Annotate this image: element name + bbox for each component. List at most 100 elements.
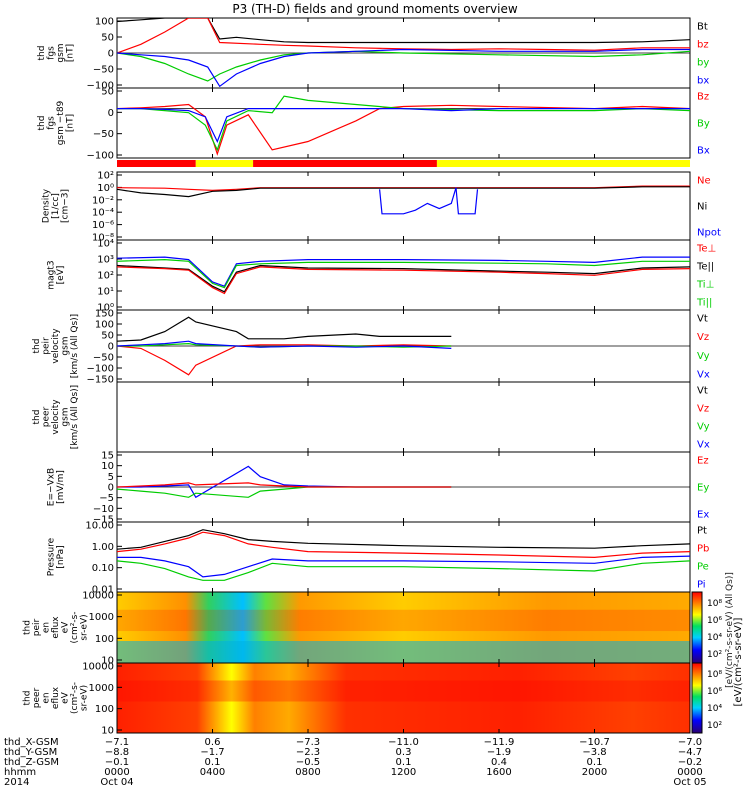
colorbar-overlay-label: [eV/(cm²-s-sr-eV) (All Qs)] — [725, 572, 735, 688]
annotation-value: 0.1 — [587, 757, 603, 768]
y-tick-label: 1.00 — [92, 542, 114, 553]
legend-entry: Ez — [697, 456, 709, 467]
y-axis-label-line: eflux — [51, 616, 61, 639]
y-tick-label: −100 — [87, 151, 114, 162]
y-axis-label-line: [km/s (All Qs)] — [70, 314, 80, 378]
legend-entry: Te|| — [696, 262, 714, 273]
annotation-value: 0400 — [200, 767, 225, 778]
series-line-Npot — [379, 187, 479, 215]
series-line-Ti|| — [117, 256, 690, 287]
colorbar-label: [eV/(cm²-s-sr-eV)] — [733, 617, 744, 706]
series-line-Vt — [117, 316, 452, 342]
legend-entry: By — [697, 119, 710, 130]
annotation-value: 0.3 — [396, 747, 412, 758]
y-axis-label-line: thd — [37, 116, 47, 131]
series-line-bx — [117, 48, 690, 88]
status-segment — [195, 160, 254, 167]
y-tick-label: 1000 — [89, 612, 114, 623]
y-tick-label: 10² — [97, 271, 114, 282]
y-axis-label-line: [1/cc] — [51, 193, 61, 219]
series-line-Bz — [117, 103, 690, 156]
y-axis-label-line: [nPa] — [56, 545, 66, 568]
annotation-value: 0800 — [295, 767, 320, 778]
status-segment — [117, 160, 196, 167]
colorbar-tick-label: 10² — [707, 721, 722, 731]
status-segment — [253, 160, 437, 167]
annotation-row-label: thd_Y-GSM — [4, 747, 57, 758]
legend-entry: bx — [697, 76, 709, 87]
series-line-Ex — [117, 465, 452, 499]
y-tick-label: 50 — [101, 87, 114, 98]
y-tick-label: 10⁴ — [97, 239, 114, 250]
series-line-Ti⊥ — [117, 258, 690, 289]
y-tick-label: 10 — [101, 461, 114, 472]
y-axis-label-line: peir — [32, 618, 42, 636]
y-axis-label-line: thd — [32, 410, 42, 425]
legend-entry: Bx — [697, 146, 710, 157]
y-axis-label-line: thd — [23, 691, 33, 706]
legend-entry: Vy — [697, 422, 710, 433]
y-tick-label: 10⁰ — [97, 303, 114, 314]
annotation-value: 1600 — [486, 767, 511, 778]
series-line-Pi — [117, 555, 690, 578]
legend-entry: Vy — [697, 351, 710, 362]
annotation-value: 1200 — [391, 767, 416, 778]
y-axis-label-line: (cm²-s- — [70, 682, 80, 714]
colorbar-tick-label: 10⁴ — [707, 633, 722, 643]
series-line-Bx — [117, 108, 690, 144]
y-axis-label-line: gsm — [61, 407, 71, 426]
series-line-bz — [117, 18, 690, 54]
series-line-Ez — [117, 482, 452, 488]
y-tick-label: 5 — [108, 472, 114, 483]
legend-entry: Ni — [697, 202, 707, 213]
y-tick-label: 10⁻⁸ — [92, 233, 114, 244]
y-axis-label-line: fgs — [46, 46, 56, 60]
series-line-Vz — [117, 344, 452, 376]
annotation-value: −10.7 — [579, 737, 610, 748]
y-axis-label-line: [mV/m] — [56, 470, 66, 504]
annotation-value: −11.0 — [388, 737, 419, 748]
annotation-row-label: 2014 — [4, 777, 29, 788]
y-tick-label: 10² — [97, 171, 114, 182]
annotation-value: 0.1 — [396, 757, 412, 768]
legend-entry: Ne — [697, 176, 711, 187]
spectrogram-peer_eflux — [117, 663, 690, 733]
y-axis-label-line: sr-eV) — [80, 685, 90, 711]
y-tick-label: 0 — [108, 108, 114, 119]
annotation-row-label: thd_Z-GSM — [4, 757, 59, 768]
y-tick-label: 10 — [101, 656, 114, 667]
annotation-value: −0.5 — [296, 757, 320, 768]
y-axis-label-line: [km/s (All Qs)] — [70, 385, 80, 449]
legend-entry: Vx — [697, 440, 710, 451]
legend-entry: Te⊥ — [696, 244, 716, 255]
panel-temperature: 10⁴ 10³ 10² 10¹ 10⁰ magt3 [eV] Te⊥ Te|| Ti⊥ Ti|| — [46, 239, 716, 314]
y-tick-label: −10 — [93, 504, 114, 515]
spectrogram-peak-band — [117, 609, 690, 632]
legend-entry: Ex — [697, 510, 709, 521]
y-axis-label-line: thd — [37, 46, 47, 61]
colorbar-tick-label: 10⁶ — [707, 616, 722, 626]
y-tick-label: 10⁻² — [92, 195, 114, 206]
colorbar-tick-label: 10⁸ — [707, 599, 722, 609]
colorbar-tick-label: 10⁴ — [707, 704, 722, 714]
annotation-value: 0.6 — [205, 737, 221, 748]
series-line-Ey — [117, 486, 452, 498]
y-axis-label-line: gsm — [56, 43, 66, 62]
legend-entry: Pi — [697, 580, 706, 591]
y-tick-label: −15 — [93, 515, 114, 526]
y-tick-label: 50 — [101, 33, 114, 44]
annotation-value: 0.4 — [491, 757, 507, 768]
colorbar-top — [691, 591, 703, 664]
y-tick-label: −150 — [87, 375, 114, 386]
colorbar: 10⁸10⁶10⁴10²10⁸10⁶10⁴10²[eV/(cm²-s-sr-eV… — [691, 572, 744, 734]
colorbar-tick-label: 10² — [707, 650, 722, 660]
y-axis-label-line: thd — [23, 620, 33, 635]
panel-peer_eflux: 10000 1000 100 10 thd peer en eflux eV (cm²-s-sr-… — [23, 662, 691, 737]
annotation-value: Oct 05 — [673, 777, 706, 788]
series-line-by — [117, 50, 690, 82]
annotation-value: −11.9 — [484, 737, 515, 748]
y-tick-label: 0 — [108, 342, 114, 353]
panel-peer_velocity: thd peer velocity gsm [km/s (All Qs)] Vt Vz Vy V… — [32, 381, 710, 453]
annotation-value: −3.8 — [582, 747, 606, 758]
